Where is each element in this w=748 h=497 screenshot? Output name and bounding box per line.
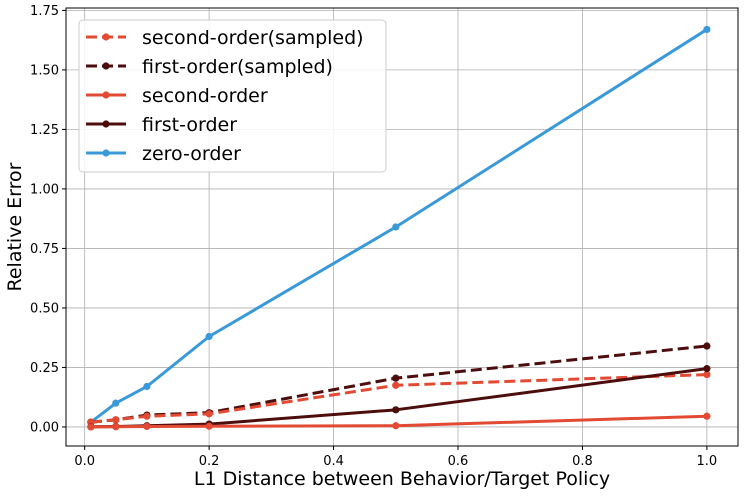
series-line: [89, 28, 708, 424]
data-point: [112, 423, 120, 431]
data-point: [112, 399, 120, 407]
legend-entry: first-order: [86, 114, 237, 136]
legend: second-order(sampled) first-order(sampled…: [78, 19, 387, 173]
legend-entry: second-order: [86, 85, 268, 107]
y-axis-label: Relative Error: [4, 162, 26, 291]
legend-box: [78, 19, 387, 173]
data-point: [392, 223, 400, 231]
legend-label: first-order: [142, 114, 237, 136]
series-second-order: [87, 412, 711, 431]
legend-marker: [102, 33, 110, 41]
legend-entry: second-order(sampled): [86, 27, 364, 49]
data-point: [392, 381, 400, 389]
x-tick-label: 0.2: [199, 454, 220, 469]
series-layer: [87, 25, 711, 431]
data-point: [703, 25, 711, 34]
y-tick-label: 0.25: [30, 361, 59, 376]
legend-marker: [102, 120, 110, 128]
data-point: [112, 416, 120, 424]
y-tick-label: 0.00: [30, 420, 59, 435]
x-tick-label: 0.6: [448, 454, 469, 469]
y-tick-label: 1.75: [30, 4, 59, 19]
data-point: [205, 410, 213, 418]
series-line: [90, 414, 707, 429]
data-point: [143, 412, 151, 420]
plot-frame: [65, 7, 739, 447]
x-tick-label: 0.0: [74, 454, 95, 469]
legend-label: zero-order: [142, 143, 241, 165]
legend-entry: zero-order: [86, 143, 241, 165]
series-line: [90, 373, 707, 424]
y-tick-label: 1.00: [30, 182, 59, 197]
ticks: 0.0 0.2 0.4 0.6 0.8 1.0 0.00 0.25 0.50 0.75 1.00 1.…: [30, 4, 717, 469]
y-tick-label: 0.50: [30, 301, 59, 316]
legend-marker: [102, 62, 110, 70]
data-point: [205, 332, 213, 341]
x-tick-label: 1.0: [697, 454, 718, 469]
legend-label: first-order(sampled): [142, 56, 333, 78]
data-point: [143, 422, 151, 431]
legend-label: second-order(sampled): [142, 27, 364, 49]
data-point: [703, 365, 711, 373]
data-point: [703, 342, 711, 350]
data-point: [392, 374, 400, 382]
data-point: [143, 382, 151, 391]
legend-label: second-order: [142, 85, 268, 107]
data-point: [87, 423, 95, 431]
y-tick-label: 1.50: [30, 63, 59, 78]
x-axis-label: L1 Distance between Behavior/Target Poli…: [194, 468, 610, 490]
data-point: [703, 412, 711, 420]
legend-marker: [102, 149, 110, 157]
data-point: [703, 370, 711, 379]
data-point: [392, 422, 400, 430]
data-point: [392, 406, 400, 414]
y-tick-label: 0.75: [30, 242, 59, 257]
x-tick-label: 0.8: [572, 454, 593, 469]
y-tick-label: 1.25: [30, 123, 59, 138]
x-tick-label: 0.4: [323, 454, 344, 469]
data-point: [205, 422, 213, 430]
legend-marker: [102, 91, 110, 99]
legend-entry: first-order(sampled): [86, 56, 333, 78]
